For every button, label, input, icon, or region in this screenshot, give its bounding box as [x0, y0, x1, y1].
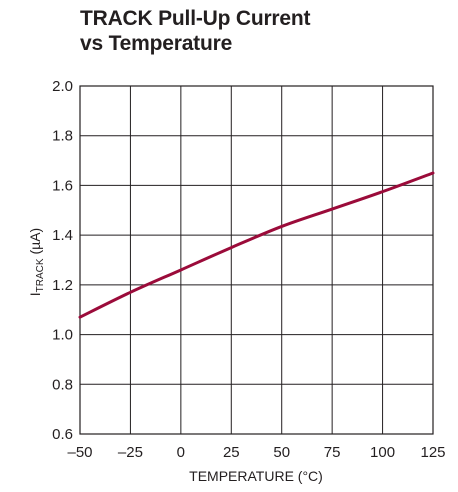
chart-series	[78, 171, 435, 319]
chart-grid	[79, 85, 434, 435]
y-tick-label: 1.6	[52, 177, 73, 194]
chart-title-line-1: TRACK Pull-Up Current	[80, 7, 311, 30]
chart-title: TRACK Pull-Up Current vs Temperature	[80, 6, 310, 56]
x-tick-label: –25	[118, 444, 143, 461]
y-tick-label: 2.0	[52, 78, 73, 95]
x-tick-label: 50	[273, 444, 290, 461]
plot-frame	[79, 85, 434, 435]
x-tick-label: 125	[420, 444, 445, 461]
chart-title-line-2: vs Temperature	[80, 32, 233, 55]
x-axis-ticks: –50 –25 0 25 50 75 100 125	[67, 444, 445, 461]
y-tick-label: 0.6	[52, 426, 73, 443]
x-tick-label: 75	[324, 444, 341, 461]
y-tick-label: 1.8	[52, 128, 73, 145]
y-axis-label-main: I	[27, 292, 43, 296]
y-axis-label: ITRACK (µA)	[27, 228, 46, 296]
y-axis-label-subscript: TRACK	[35, 258, 46, 292]
y-axis-label-unit: (µA)	[27, 228, 43, 259]
x-tick-label: 0	[177, 444, 185, 461]
x-tick-label: –50	[67, 444, 92, 461]
y-axis-ticks: 0.6 0.8 1.0 1.2 1.4 1.6 1.8 2.0	[52, 78, 73, 443]
x-tick-label: 25	[223, 444, 240, 461]
y-tick-label: 1.4	[52, 227, 73, 244]
series-line	[78, 171, 435, 319]
x-axis-label: TEMPERATURE (°C)	[189, 468, 323, 484]
x-tick-label: 100	[370, 444, 395, 461]
y-tick-label: 1.0	[52, 327, 73, 344]
y-tick-label: 1.2	[52, 277, 73, 294]
y-tick-label: 0.8	[52, 376, 73, 393]
